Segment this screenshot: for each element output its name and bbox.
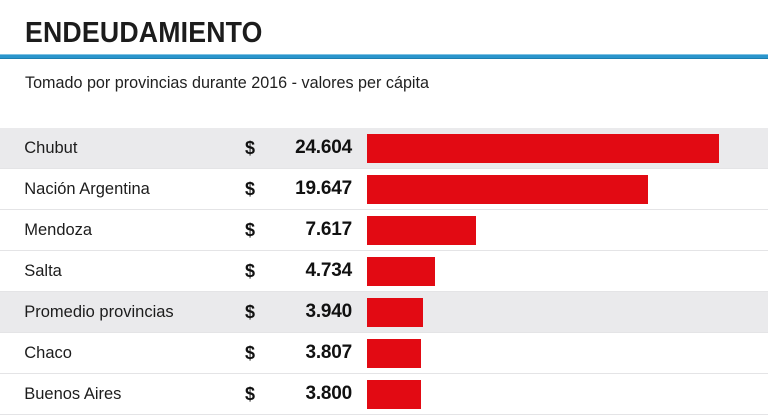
row-value: 24.604 (295, 137, 352, 158)
currency-symbol: $ (245, 137, 256, 158)
bar (367, 256, 435, 286)
row-value: 3.940 (305, 301, 352, 322)
row-label: Buenos Aires (24, 384, 122, 403)
currency-symbol: $ (245, 383, 256, 404)
page-title: ENDEUDAMIENTO (25, 17, 263, 49)
row-value: 3.800 (305, 383, 352, 404)
bar-cell (367, 128, 768, 169)
row-label: Promedio provincias (24, 302, 174, 321)
currency-symbol: $ (245, 301, 256, 322)
row-value: 4.734 (305, 260, 352, 281)
bar-cell (367, 292, 768, 333)
row-label: Salta (24, 261, 62, 280)
currency-symbol: $ (245, 260, 256, 281)
table-row: Chaco $3.807 (0, 333, 768, 374)
bar (367, 174, 649, 204)
bar (367, 215, 476, 245)
table-row: Mendoza $7.617 (0, 210, 768, 251)
table-row: Chubut $24.604 (0, 128, 768, 169)
bar-cell (367, 210, 768, 251)
row-label: Chubut (24, 138, 78, 157)
chart-header: ENDEUDAMIENTO Tomado por provincias dura… (0, 0, 768, 93)
currency-symbol: $ (245, 342, 256, 363)
bar-chart-rows: Chubut $24.604 Nación Argentina $19.647 Mend… (0, 128, 768, 415)
row-value: 19.647 (295, 178, 352, 199)
bar-cell (367, 169, 768, 210)
row-label: Mendoza (24, 220, 93, 239)
table-row: Buenos Aires $3.800 (0, 374, 768, 415)
row-label: Chaco (24, 343, 72, 362)
row-label: Nación Argentina (24, 179, 150, 198)
table-row: Promedio provincias $3.940 (0, 292, 768, 333)
table-row: Nación Argentina $19.647 (0, 169, 768, 210)
row-value: 7.617 (305, 219, 352, 240)
title-divider (0, 54, 768, 60)
currency-symbol: $ (245, 178, 256, 199)
bar (367, 338, 422, 368)
table-row: Salta $4.734 (0, 251, 768, 292)
bar (367, 297, 424, 327)
bar (367, 133, 719, 163)
bar (367, 379, 422, 409)
chart-subtitle: Tomado por provincias durante 2016 - val… (25, 73, 429, 93)
bar-cell (367, 251, 768, 292)
row-value: 3.807 (305, 342, 352, 363)
bar-cell (367, 374, 768, 415)
currency-symbol: $ (245, 219, 256, 240)
bar-cell (367, 333, 768, 374)
